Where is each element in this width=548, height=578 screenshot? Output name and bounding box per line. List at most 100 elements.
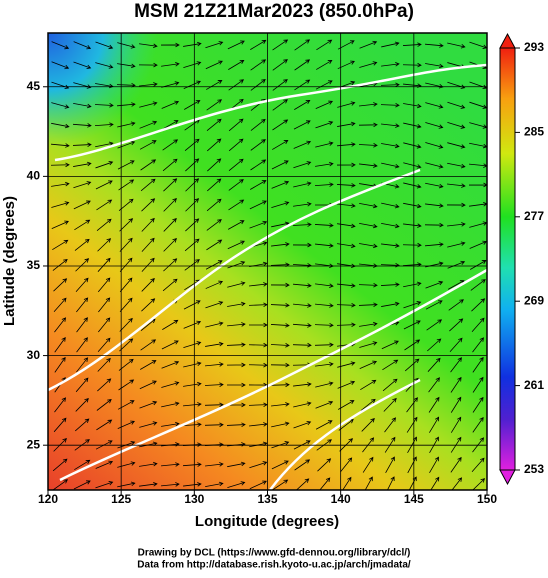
wind-arrow bbox=[402, 62, 422, 68]
wind-arrow bbox=[470, 260, 487, 270]
wind-arrow bbox=[250, 118, 266, 131]
wind-arrow bbox=[272, 139, 289, 150]
wind-arrow bbox=[270, 303, 290, 308]
wind-arrow bbox=[292, 263, 312, 268]
wind-arrow bbox=[140, 178, 156, 192]
wind-arrow bbox=[161, 360, 180, 369]
wind-arrow bbox=[403, 202, 422, 209]
wind-arrow bbox=[406, 397, 418, 413]
wind-arrow bbox=[249, 200, 267, 210]
wind-arrow bbox=[163, 217, 177, 232]
wind-arrow bbox=[51, 41, 70, 50]
wind-arrow bbox=[183, 300, 201, 310]
wind-arrow bbox=[206, 239, 223, 251]
wind-arrow bbox=[141, 298, 156, 312]
wind-arrow bbox=[249, 220, 268, 229]
wind-arrow bbox=[425, 162, 444, 169]
wind-arrow bbox=[206, 79, 223, 90]
wind-arrow bbox=[314, 223, 334, 228]
wind-arrow bbox=[97, 337, 111, 353]
wind-arrow bbox=[358, 282, 378, 288]
wind-arrow bbox=[425, 300, 443, 310]
wind-arrow bbox=[364, 476, 373, 490]
wind-arrow bbox=[76, 297, 89, 313]
wind-arrow bbox=[359, 202, 378, 209]
wind-arrow bbox=[141, 237, 155, 252]
wind-arrow bbox=[472, 376, 484, 393]
wind-arrow bbox=[228, 179, 244, 191]
wind-arrow bbox=[316, 59, 333, 70]
wind-arrow bbox=[139, 82, 158, 87]
wind-arrow bbox=[163, 258, 178, 272]
wind-arrow bbox=[54, 356, 66, 373]
wind-arrow bbox=[51, 181, 70, 187]
wind-arrow bbox=[97, 257, 111, 272]
wind-arrow bbox=[450, 396, 462, 413]
wind-arrow bbox=[315, 80, 333, 90]
wind-arrow bbox=[272, 79, 288, 91]
wind-arrow bbox=[250, 79, 266, 91]
wind-arrow bbox=[249, 282, 268, 287]
wind-arrow bbox=[271, 421, 290, 428]
wind-arrow bbox=[425, 242, 444, 247]
wind-arrow bbox=[249, 480, 267, 490]
wind-arrow bbox=[294, 459, 311, 471]
wind-arrow bbox=[51, 143, 70, 148]
wind-arrow bbox=[206, 198, 222, 212]
wind-arrow bbox=[447, 260, 466, 269]
wind-arrow bbox=[336, 302, 356, 308]
wind-arrow bbox=[97, 357, 111, 372]
colorbar-tick-label: 261 bbox=[524, 378, 544, 392]
wind-arrow bbox=[228, 79, 245, 91]
wind-arrow bbox=[337, 203, 356, 208]
colorbar-tick-label: 269 bbox=[524, 293, 544, 307]
wind-arrow bbox=[117, 461, 136, 468]
wind-arrow bbox=[360, 379, 377, 390]
wind-arrow bbox=[294, 99, 311, 110]
wind-arrow bbox=[387, 476, 395, 490]
wind-arrow bbox=[227, 322, 246, 327]
wind-arrow bbox=[271, 402, 290, 407]
colorbar-tick-label: 253 bbox=[524, 462, 544, 476]
wind-arrow bbox=[141, 277, 155, 292]
wind-arrow bbox=[359, 360, 378, 369]
wind-arrow bbox=[184, 259, 200, 271]
wind-arrow bbox=[293, 382, 312, 387]
wind-arrow bbox=[184, 238, 200, 252]
wind-arrow bbox=[271, 460, 289, 470]
wind-arrow bbox=[336, 183, 356, 188]
wind-arrow bbox=[381, 301, 400, 307]
wind-arrow bbox=[271, 201, 290, 208]
wind-arrow bbox=[340, 457, 353, 473]
colorbar-extend-bottom bbox=[499, 469, 516, 486]
wind-arrow bbox=[183, 381, 202, 387]
wind-arrow bbox=[161, 340, 179, 350]
wind-arrow bbox=[227, 240, 245, 250]
wind-arrow bbox=[139, 101, 158, 108]
wind-arrow bbox=[380, 282, 400, 287]
wind-arrow bbox=[272, 479, 289, 490]
wind-arrow bbox=[53, 417, 67, 433]
wind-arrow bbox=[385, 456, 395, 474]
wind-arrow bbox=[51, 61, 70, 70]
wind-arrow bbox=[73, 181, 92, 189]
wind-arrow bbox=[430, 476, 440, 490]
wind-arrow bbox=[226, 342, 246, 348]
wind-arrow bbox=[449, 318, 464, 332]
wind-arrow bbox=[358, 143, 378, 148]
wind-arrow bbox=[54, 317, 67, 333]
wind-arrow bbox=[450, 416, 462, 433]
wind-arrow bbox=[448, 299, 464, 311]
wind-arrow bbox=[381, 62, 400, 67]
wind-arrow bbox=[207, 178, 222, 192]
colorbar-tick-label: 293 bbox=[524, 40, 544, 54]
wind-arrow bbox=[96, 398, 112, 411]
wind-arrow bbox=[472, 337, 484, 353]
wind-arrow bbox=[184, 100, 201, 110]
x-tick-label: 135 bbox=[257, 492, 277, 506]
wind-arrow bbox=[206, 99, 223, 111]
wind-arrow bbox=[403, 162, 422, 169]
wind-arrow bbox=[292, 342, 312, 348]
wind-arrow bbox=[468, 182, 487, 188]
x-tick-label: 145 bbox=[404, 492, 424, 506]
